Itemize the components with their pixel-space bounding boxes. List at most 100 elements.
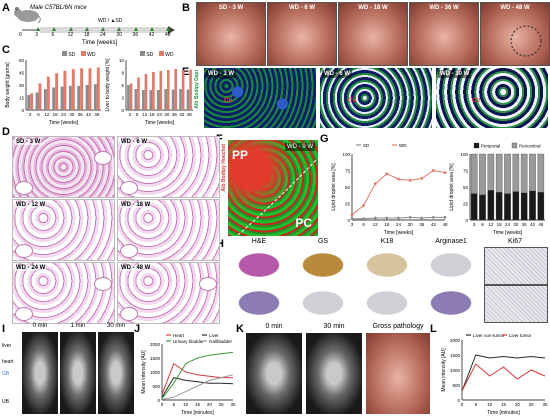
x-tick-label: 12 — [142, 112, 148, 117]
x-tick-label: 48 — [442, 222, 448, 227]
ihc-image — [356, 247, 418, 283]
y-axis-label: Liver to body weight [%] — [105, 58, 111, 112]
gross-pathology-photo — [366, 333, 430, 414]
x-tick-label: 24 — [61, 112, 67, 117]
x-tick-label: 25 — [529, 402, 535, 407]
bar-wd — [38, 83, 42, 110]
x-tick-label: 15 — [195, 402, 201, 407]
timeline-tick-label: 6 — [51, 32, 55, 38]
f-zone-boundary — [237, 159, 317, 236]
histology-title: SD - 3 W — [15, 139, 42, 145]
y-tick-label: 1500 — [150, 356, 161, 361]
mri-image — [22, 332, 58, 414]
bar-periportal — [470, 193, 478, 221]
bar-periportal — [537, 192, 545, 221]
x-tick-label: 30 — [408, 222, 414, 227]
x-tick-label: 18 — [53, 112, 59, 117]
legend-label: Liver non-tumor — [473, 333, 505, 338]
x-axis-label: Time [weeks] — [49, 120, 79, 126]
bar-periportal — [529, 190, 536, 221]
y-tick-label: 75 — [345, 169, 351, 174]
x-tick-label: 10 — [183, 402, 189, 407]
f-title: WD - 9 W — [285, 143, 315, 151]
legend-swatch-sd — [62, 51, 67, 56]
histology-tile: WD - 18 WPV — [117, 199, 220, 261]
fluorescence-title: WD - 30 W — [438, 70, 472, 78]
y-tick-label: 0 — [347, 218, 350, 223]
timeline-sd-marker — [166, 27, 170, 31]
ihc-image — [484, 247, 548, 285]
x-tick-label: 3 — [473, 222, 476, 227]
fluorescence-tile: WD - 6 W CV — [320, 68, 432, 128]
organ-label: heart — [2, 359, 14, 365]
ihc-image — [228, 285, 290, 321]
x-tick-label: 48 — [538, 222, 544, 227]
data-point — [431, 169, 435, 172]
c-legend: SD WD — [62, 51, 95, 58]
legend-swatch — [473, 142, 480, 149]
bar-pericentral — [512, 153, 520, 192]
data-point — [408, 215, 412, 219]
legend-label: Gallbladder — [209, 339, 233, 344]
x-tick-label: 42 — [431, 222, 437, 227]
liver-photo: WD - 48 W — [480, 2, 550, 66]
legend-swatch-wd-2 — [158, 51, 164, 56]
liver-photo-title: WD - 18 W — [358, 5, 388, 11]
histology-tile: SD - 3 WCVPV — [12, 136, 115, 198]
e-side-label: Alb Bodipy Dapi — [194, 70, 200, 109]
liver-photo: SD - 3 W — [196, 2, 266, 66]
liver-photo-title: WD - 48 W — [500, 5, 530, 11]
bar-wd — [144, 74, 148, 110]
bar-wd — [63, 70, 67, 110]
mri-time-label: 1 min — [70, 323, 86, 329]
histology-title: WD - 48 W — [120, 265, 152, 271]
y-tick-label: 25 — [463, 202, 469, 207]
bar-pericentral — [479, 153, 486, 196]
bar-periportal — [479, 194, 486, 221]
bar-wd — [80, 68, 84, 110]
x-tick-label: 25 — [219, 402, 225, 407]
x-tick-label: 30 — [230, 402, 236, 407]
histology-tile: WD - 12 WCV — [12, 199, 115, 261]
bar-sd — [142, 90, 145, 110]
y-tick-label: 25 — [345, 202, 351, 207]
f-fluorescence-image: WD - 9 W PP PC — [228, 140, 318, 236]
ihc-image — [292, 285, 354, 321]
series-line-liver — [161, 377, 234, 398]
liver-photo-title: WD - 36 W — [429, 5, 459, 11]
bar-wd — [46, 76, 50, 110]
x-tick-label: 12 — [373, 222, 379, 227]
panel-label-a: A — [2, 2, 10, 14]
x-tick-label: 12 — [44, 112, 50, 117]
data-point — [362, 217, 366, 221]
timeline-tick-label: 12 — [67, 32, 74, 38]
timeline-tick-label: 24 — [100, 32, 106, 38]
x-tick-label: 3 — [29, 112, 32, 117]
histology-title: WD - 18 W — [120, 202, 152, 208]
panel-label-l: L — [430, 323, 437, 335]
chart-tumor-intensity: 0 500 1000 1500 2000 0 5 10 15 20 25 30 Time [minute… — [441, 333, 548, 416]
x-tick-label: 42 — [530, 222, 536, 227]
bar-sd — [127, 85, 130, 110]
panel-label-d: D — [2, 126, 10, 138]
x-tick-label: 6 — [136, 112, 139, 117]
timeline-tick-label: 3 — [35, 32, 38, 38]
panel-label-i: I — [2, 323, 6, 335]
mri-image — [98, 332, 134, 414]
mri-time-label: 0 min — [32, 323, 48, 329]
timeline-tick-label: 42 — [148, 32, 155, 38]
x-tick-label: 18 — [497, 222, 503, 227]
series-line-liver-non-tumor — [461, 354, 546, 392]
bar-sd — [60, 86, 64, 110]
y-tick-label: 75 — [463, 169, 469, 174]
x-tick-label: 5 — [173, 402, 176, 407]
bar-sd — [27, 95, 31, 110]
bar-sd — [186, 89, 190, 110]
x-tick-label: 18 — [384, 222, 390, 227]
mri-time-label: 30 min — [106, 323, 125, 329]
y-tick-label: 100 — [460, 152, 468, 157]
y-axis-label: Mean intensity [AU] — [441, 348, 447, 392]
ihc-image — [356, 285, 418, 321]
legend-label: WD — [399, 143, 407, 148]
mri-image — [246, 333, 302, 414]
